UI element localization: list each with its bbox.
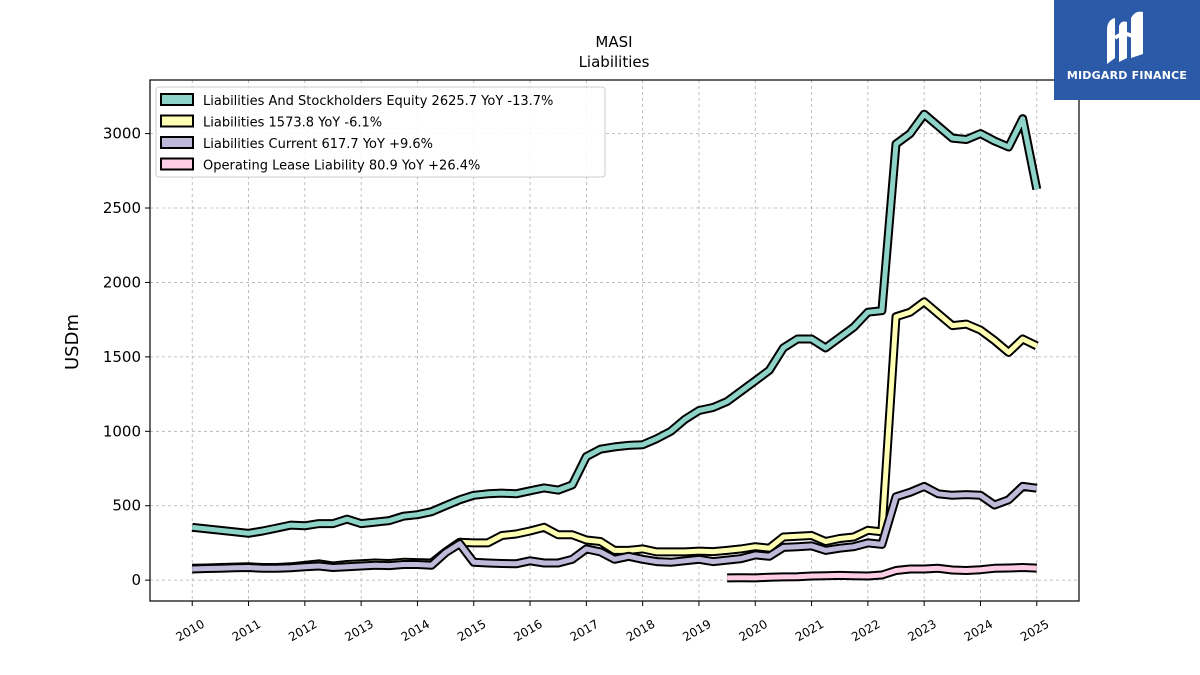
y-tick-label: 3000 <box>103 125 141 143</box>
chart-title: MASI <box>595 33 632 51</box>
x-tick-label: 2014 <box>399 617 432 644</box>
x-tick-label: 2011 <box>230 617 263 644</box>
chart-subtitle: Liabilities <box>579 53 650 71</box>
legend-label: Operating Lease Liability 80.9 YoY +26.4… <box>203 159 480 174</box>
series-line <box>727 565 1037 581</box>
series-line-outline <box>192 297 1039 573</box>
brand-logo: MIDGARD FINANCE <box>1054 0 1200 100</box>
x-tick-label: 2018 <box>624 617 657 644</box>
x-axis-ticks: 2010 2011 2012 2013 2014 2015 2016 2017 2018 2019… <box>174 601 1051 644</box>
y-tick-label: 500 <box>112 497 141 515</box>
legend-box <box>155 86 606 178</box>
x-tick-label: 2021 <box>793 617 826 644</box>
x-tick-label: 2020 <box>737 617 770 644</box>
x-tick-label: 2013 <box>342 617 375 644</box>
y-tick-label: 2000 <box>103 273 141 291</box>
series-lines <box>191 109 1042 583</box>
legend-label: Liabilities And Stockholders Equity 2625… <box>203 94 553 109</box>
series-line <box>191 111 1040 536</box>
x-tick-label: 2024 <box>962 617 995 644</box>
x-tick-label: 2015 <box>455 617 488 644</box>
series-line <box>192 299 1038 571</box>
x-tick-label: 2022 <box>849 617 882 644</box>
legend: Liabilities And Stockholders Equity 2625… <box>155 86 606 178</box>
legend-swatch <box>160 136 194 149</box>
x-tick-label: 2019 <box>680 617 713 644</box>
series-line <box>192 483 1038 572</box>
x-tick-label: 2012 <box>286 617 319 644</box>
y-axis-label: USDm <box>62 314 83 370</box>
brand-name: MIDGARD FINANCE <box>1066 69 1188 82</box>
legend-swatch <box>160 114 194 128</box>
x-tick-label: 2017 <box>568 617 601 644</box>
x-tick-label: 2025 <box>1018 617 1051 644</box>
legend-swatch <box>160 157 194 171</box>
legend-swatch <box>160 93 194 106</box>
legend-label: Liabilities 1573.8 YoY -6.1% <box>203 116 382 131</box>
grid <box>150 80 1079 601</box>
y-tick-label: 1500 <box>103 348 141 366</box>
x-tick-label: 2023 <box>905 617 938 644</box>
y-axis-ticks: 0 500 1000 1500 2000 2500 3000 <box>103 125 150 589</box>
y-tick-label: 2500 <box>103 199 141 217</box>
y-tick-label: 1000 <box>103 422 141 440</box>
y-tick-label: 0 <box>131 571 141 589</box>
plot-frame <box>149 79 1080 602</box>
legend-label: Liabilities Current 617.7 YoY +9.6% <box>203 137 433 152</box>
midgard-logo-icon <box>1107 11 1143 64</box>
x-tick-label: 2010 <box>174 617 207 644</box>
x-tick-label: 2016 <box>511 617 544 644</box>
